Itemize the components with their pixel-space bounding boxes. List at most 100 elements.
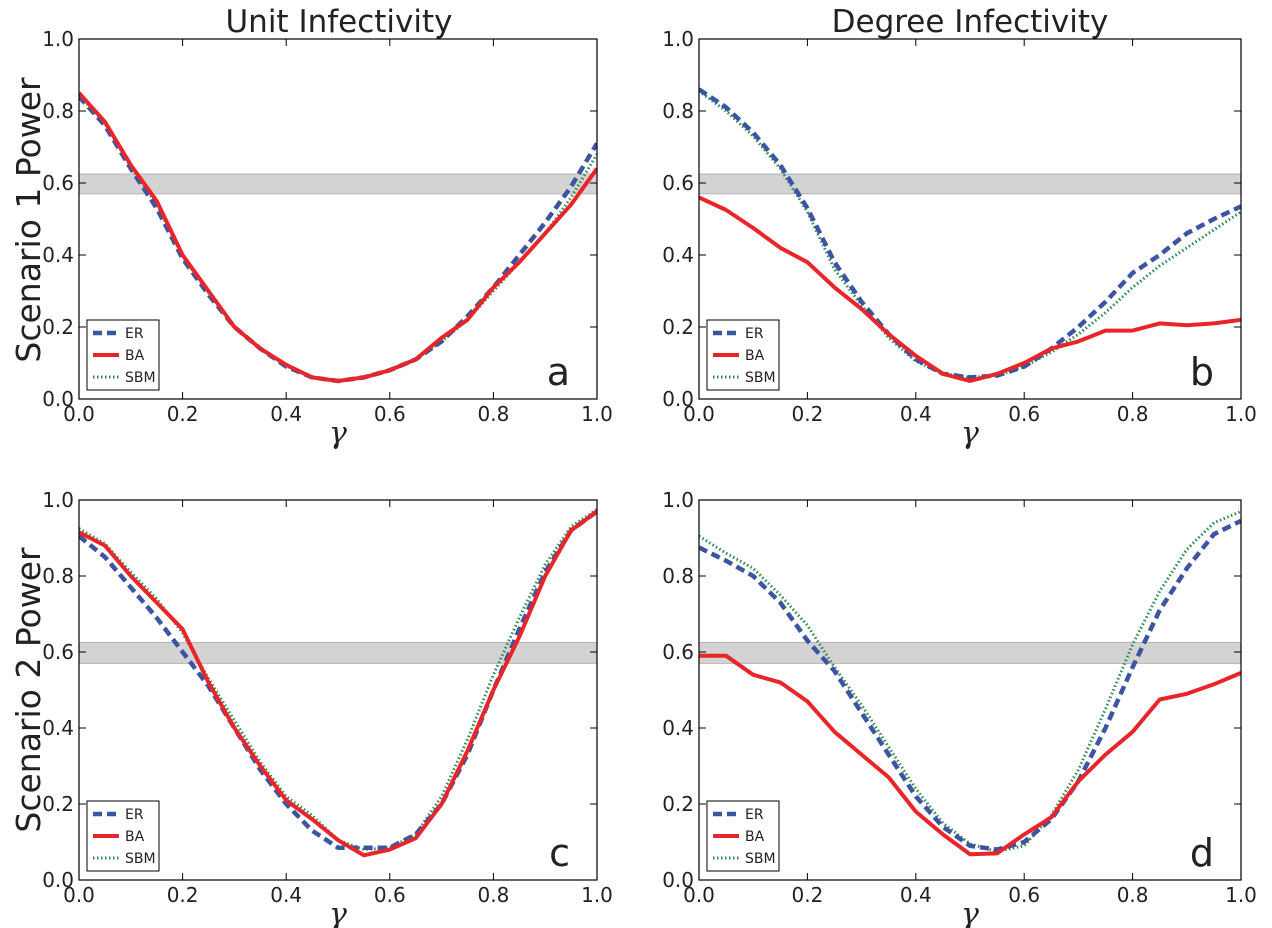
x-tick-label: 0.6 xyxy=(374,402,406,426)
x-axis-label: γ xyxy=(329,897,347,928)
x-tick-label: 0.4 xyxy=(900,883,932,907)
x-tick-label: 0.6 xyxy=(1008,883,1040,907)
x-tick-label: 0.2 xyxy=(791,402,823,426)
legend-label-er: ER xyxy=(745,807,764,823)
y-tick-label: 0.2 xyxy=(662,792,694,816)
x-tick-label: 0.8 xyxy=(477,883,509,907)
y-tick-label: 0.8 xyxy=(662,99,694,123)
series-line-ba xyxy=(699,653,1241,857)
x-tick-label: 0.2 xyxy=(167,402,199,426)
y-tick-label: 0.6 xyxy=(42,171,74,195)
x-tick-label: 0.8 xyxy=(1117,883,1149,907)
reference-band xyxy=(698,173,1242,195)
legend-label-sbm: SBM xyxy=(745,370,776,386)
y-tick-label: 0.4 xyxy=(42,716,74,740)
y-tick-label: 0.2 xyxy=(42,792,74,816)
series-line-ba xyxy=(79,91,597,383)
legend-label-ba: BA xyxy=(125,348,145,364)
y-tick-label: 1.0 xyxy=(662,27,694,51)
x-tick-label: 1.0 xyxy=(581,883,613,907)
y-tick-label: 1.0 xyxy=(42,488,74,512)
y-tick-label: 0.0 xyxy=(42,387,74,411)
series-line-er xyxy=(699,87,1241,380)
row-label-scenario-1: Scenario 1 Power xyxy=(9,77,48,363)
panel-b: 0.0 0.2 0.4 0.6 0.8 1.0 0.0 0.2 0.4 0.6 0.8 1.0 γ b ER… xyxy=(662,27,1257,451)
panel-letter: a xyxy=(547,350,570,394)
y-tick-label: 0.8 xyxy=(662,564,694,588)
column-title-unit-infectivity: Unit Infectivity xyxy=(225,4,452,40)
x-tick-label: 0.0 xyxy=(63,402,95,426)
x-tick-label: 0.0 xyxy=(63,883,95,907)
x-axis-label: γ xyxy=(329,416,347,451)
series-line-ba xyxy=(79,509,597,858)
x-tick-label: 0.4 xyxy=(900,402,932,426)
x-axis-label: γ xyxy=(961,416,979,451)
y-tick-label: 0.8 xyxy=(42,99,74,123)
x-tick-label: 0.4 xyxy=(270,402,302,426)
x-tick-label: 1.0 xyxy=(1225,402,1257,426)
axes-frame xyxy=(78,499,598,881)
y-tick-label: 0.0 xyxy=(662,868,694,892)
legend-label-sbm: SBM xyxy=(745,851,776,867)
legend-label-er: ER xyxy=(745,326,764,342)
x-tick-label: 0.0 xyxy=(683,402,715,426)
y-tick-label: 0.4 xyxy=(42,243,74,267)
axes-frame xyxy=(698,38,1242,400)
panel-a: 0.0 0.2 0.4 0.6 0.8 1.0 0.0 0.2 0.4 0.6 0.8 1.0 γ a ER… xyxy=(42,27,613,451)
x-tick-label: 0.2 xyxy=(167,883,199,907)
panel-letter: d xyxy=(1190,831,1214,875)
series-lines xyxy=(79,91,597,384)
row-label-scenario-2: Scenario 2 Power xyxy=(9,547,48,833)
legend-label-ba: BA xyxy=(125,829,145,845)
legend: ER BA SBM xyxy=(86,800,160,872)
x-tick-label: 1.0 xyxy=(1225,883,1257,907)
series-line-er xyxy=(79,509,597,850)
x-axis-label: γ xyxy=(961,897,979,928)
legend: ER BA SBM xyxy=(706,800,780,872)
x-tick-label: 0.4 xyxy=(270,883,302,907)
legend-label-ba: BA xyxy=(745,829,765,845)
series-line-ba xyxy=(699,195,1241,383)
y-tick-label: 1.0 xyxy=(662,488,694,512)
x-tick-label: 0.2 xyxy=(791,883,823,907)
x-tick-label: 0.6 xyxy=(1008,402,1040,426)
y-tick-label: 0.2 xyxy=(662,315,694,339)
column-title-degree-infectivity: Degree Infectivity xyxy=(832,4,1109,40)
y-tick-label: 1.0 xyxy=(42,27,74,51)
reference-band xyxy=(78,642,598,664)
panel-c: 0.0 0.2 0.4 0.6 0.8 1.0 0.0 0.2 0.4 0.6 0.8 1.0 γ c ER… xyxy=(42,488,613,928)
x-tick-label: 0.8 xyxy=(477,402,509,426)
legend: ER BA SBM xyxy=(86,319,160,391)
legend-label-sbm: SBM xyxy=(125,370,156,386)
panels: 0.0 0.2 0.4 0.6 0.8 1.0 0.0 0.2 0.4 0.6 0.8 1.0 γ a ER… xyxy=(42,27,1257,928)
series-line-sbm xyxy=(79,508,597,852)
y-tick-label: 0.6 xyxy=(662,640,694,664)
y-tick-label: 0.6 xyxy=(662,171,694,195)
x-tick-label: 0.0 xyxy=(683,883,715,907)
reference-band xyxy=(78,173,598,195)
legend: ER BA SBM xyxy=(706,319,780,391)
legend-label-ba: BA xyxy=(745,348,765,364)
series-line-sbm xyxy=(699,89,1241,379)
series-lines xyxy=(699,510,1241,857)
legend-label-sbm: SBM xyxy=(125,851,156,867)
y-tick-label: 0.2 xyxy=(42,315,74,339)
reference-band xyxy=(698,642,1242,664)
series-lines xyxy=(79,508,597,858)
panel-d: 0.0 0.2 0.4 0.6 0.8 1.0 0.0 0.2 0.4 0.6 0.8 1.0 γ d ER… xyxy=(662,488,1257,928)
x-tick-label: 0.6 xyxy=(374,883,406,907)
y-tick-label: 0.0 xyxy=(662,387,694,411)
y-tick-label: 0.4 xyxy=(662,716,694,740)
legend-label-er: ER xyxy=(125,326,144,342)
y-tick-label: 0.0 xyxy=(42,868,74,892)
y-tick-label: 0.6 xyxy=(42,640,74,664)
panel-letter: c xyxy=(549,831,570,875)
axes-frame xyxy=(698,499,1242,881)
legend-label-er: ER xyxy=(125,807,144,823)
y-tick-label: 0.8 xyxy=(42,564,74,588)
x-tick-label: 0.8 xyxy=(1117,402,1149,426)
series-line-er xyxy=(699,518,1241,852)
y-tick-label: 0.4 xyxy=(662,243,694,267)
axes-frame xyxy=(78,38,598,400)
